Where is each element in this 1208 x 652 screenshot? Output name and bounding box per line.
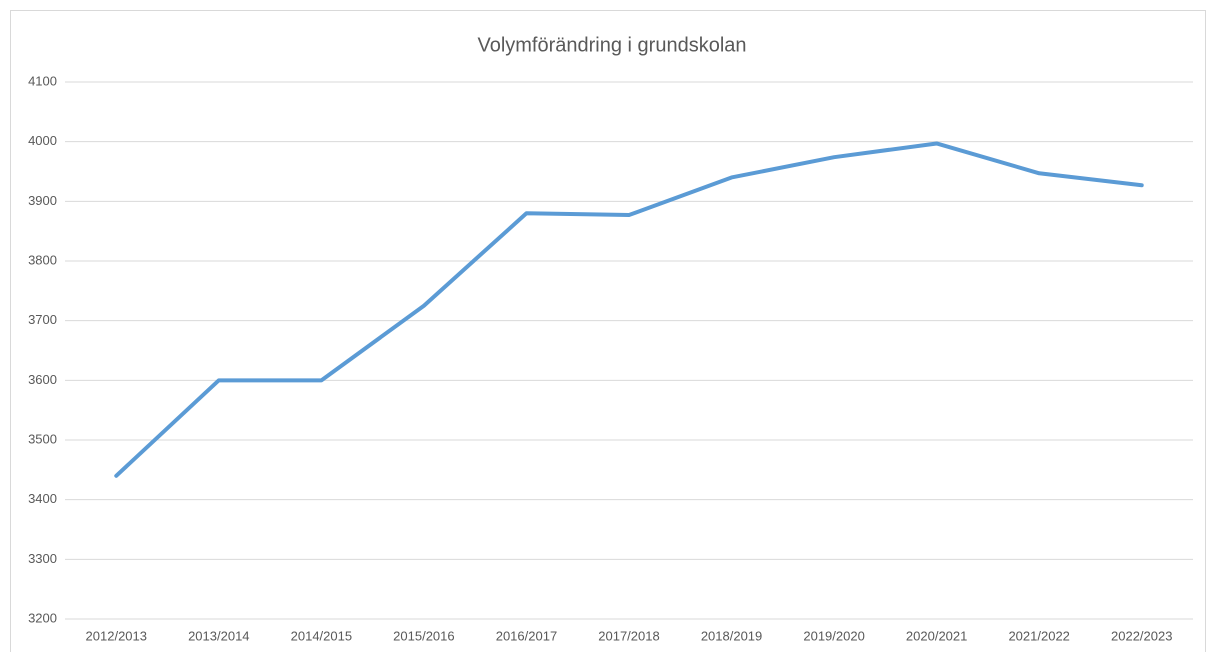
chart-title: Volymförändring i grundskolan [477, 34, 746, 56]
y-tick-label: 3500 [28, 431, 57, 446]
y-tick-label: 3600 [28, 372, 57, 387]
x-tick-label: 2016/2017 [496, 628, 557, 643]
x-tick-label: 2021/2022 [1008, 628, 1069, 643]
x-tick-label: 2022/2023 [1111, 628, 1172, 643]
x-tick-label: 2012/2013 [86, 628, 147, 643]
x-tick-label: 2014/2015 [291, 628, 352, 643]
data-line [114, 141, 1144, 478]
y-tick-label: 3900 [28, 193, 57, 208]
x-tick-label: 2020/2021 [906, 628, 967, 643]
x-tick-label: 2015/2016 [393, 628, 454, 643]
y-tick-label: 3400 [28, 491, 57, 506]
y-tick-label: 4100 [28, 73, 57, 88]
y-tick-label: 3700 [28, 312, 57, 327]
y-tick-label: 4000 [28, 133, 57, 148]
y-tick-label: 3200 [28, 610, 57, 625]
x-tick-label: 2019/2020 [803, 628, 864, 643]
chart-border [10, 10, 1206, 652]
x-tick-label: 2013/2014 [188, 628, 249, 643]
y-tick-label: 3800 [28, 252, 57, 267]
x-tick-label: 2018/2019 [701, 628, 762, 643]
y-tick-label: 3300 [28, 551, 57, 566]
x-tick-label: 2017/2018 [598, 628, 659, 643]
